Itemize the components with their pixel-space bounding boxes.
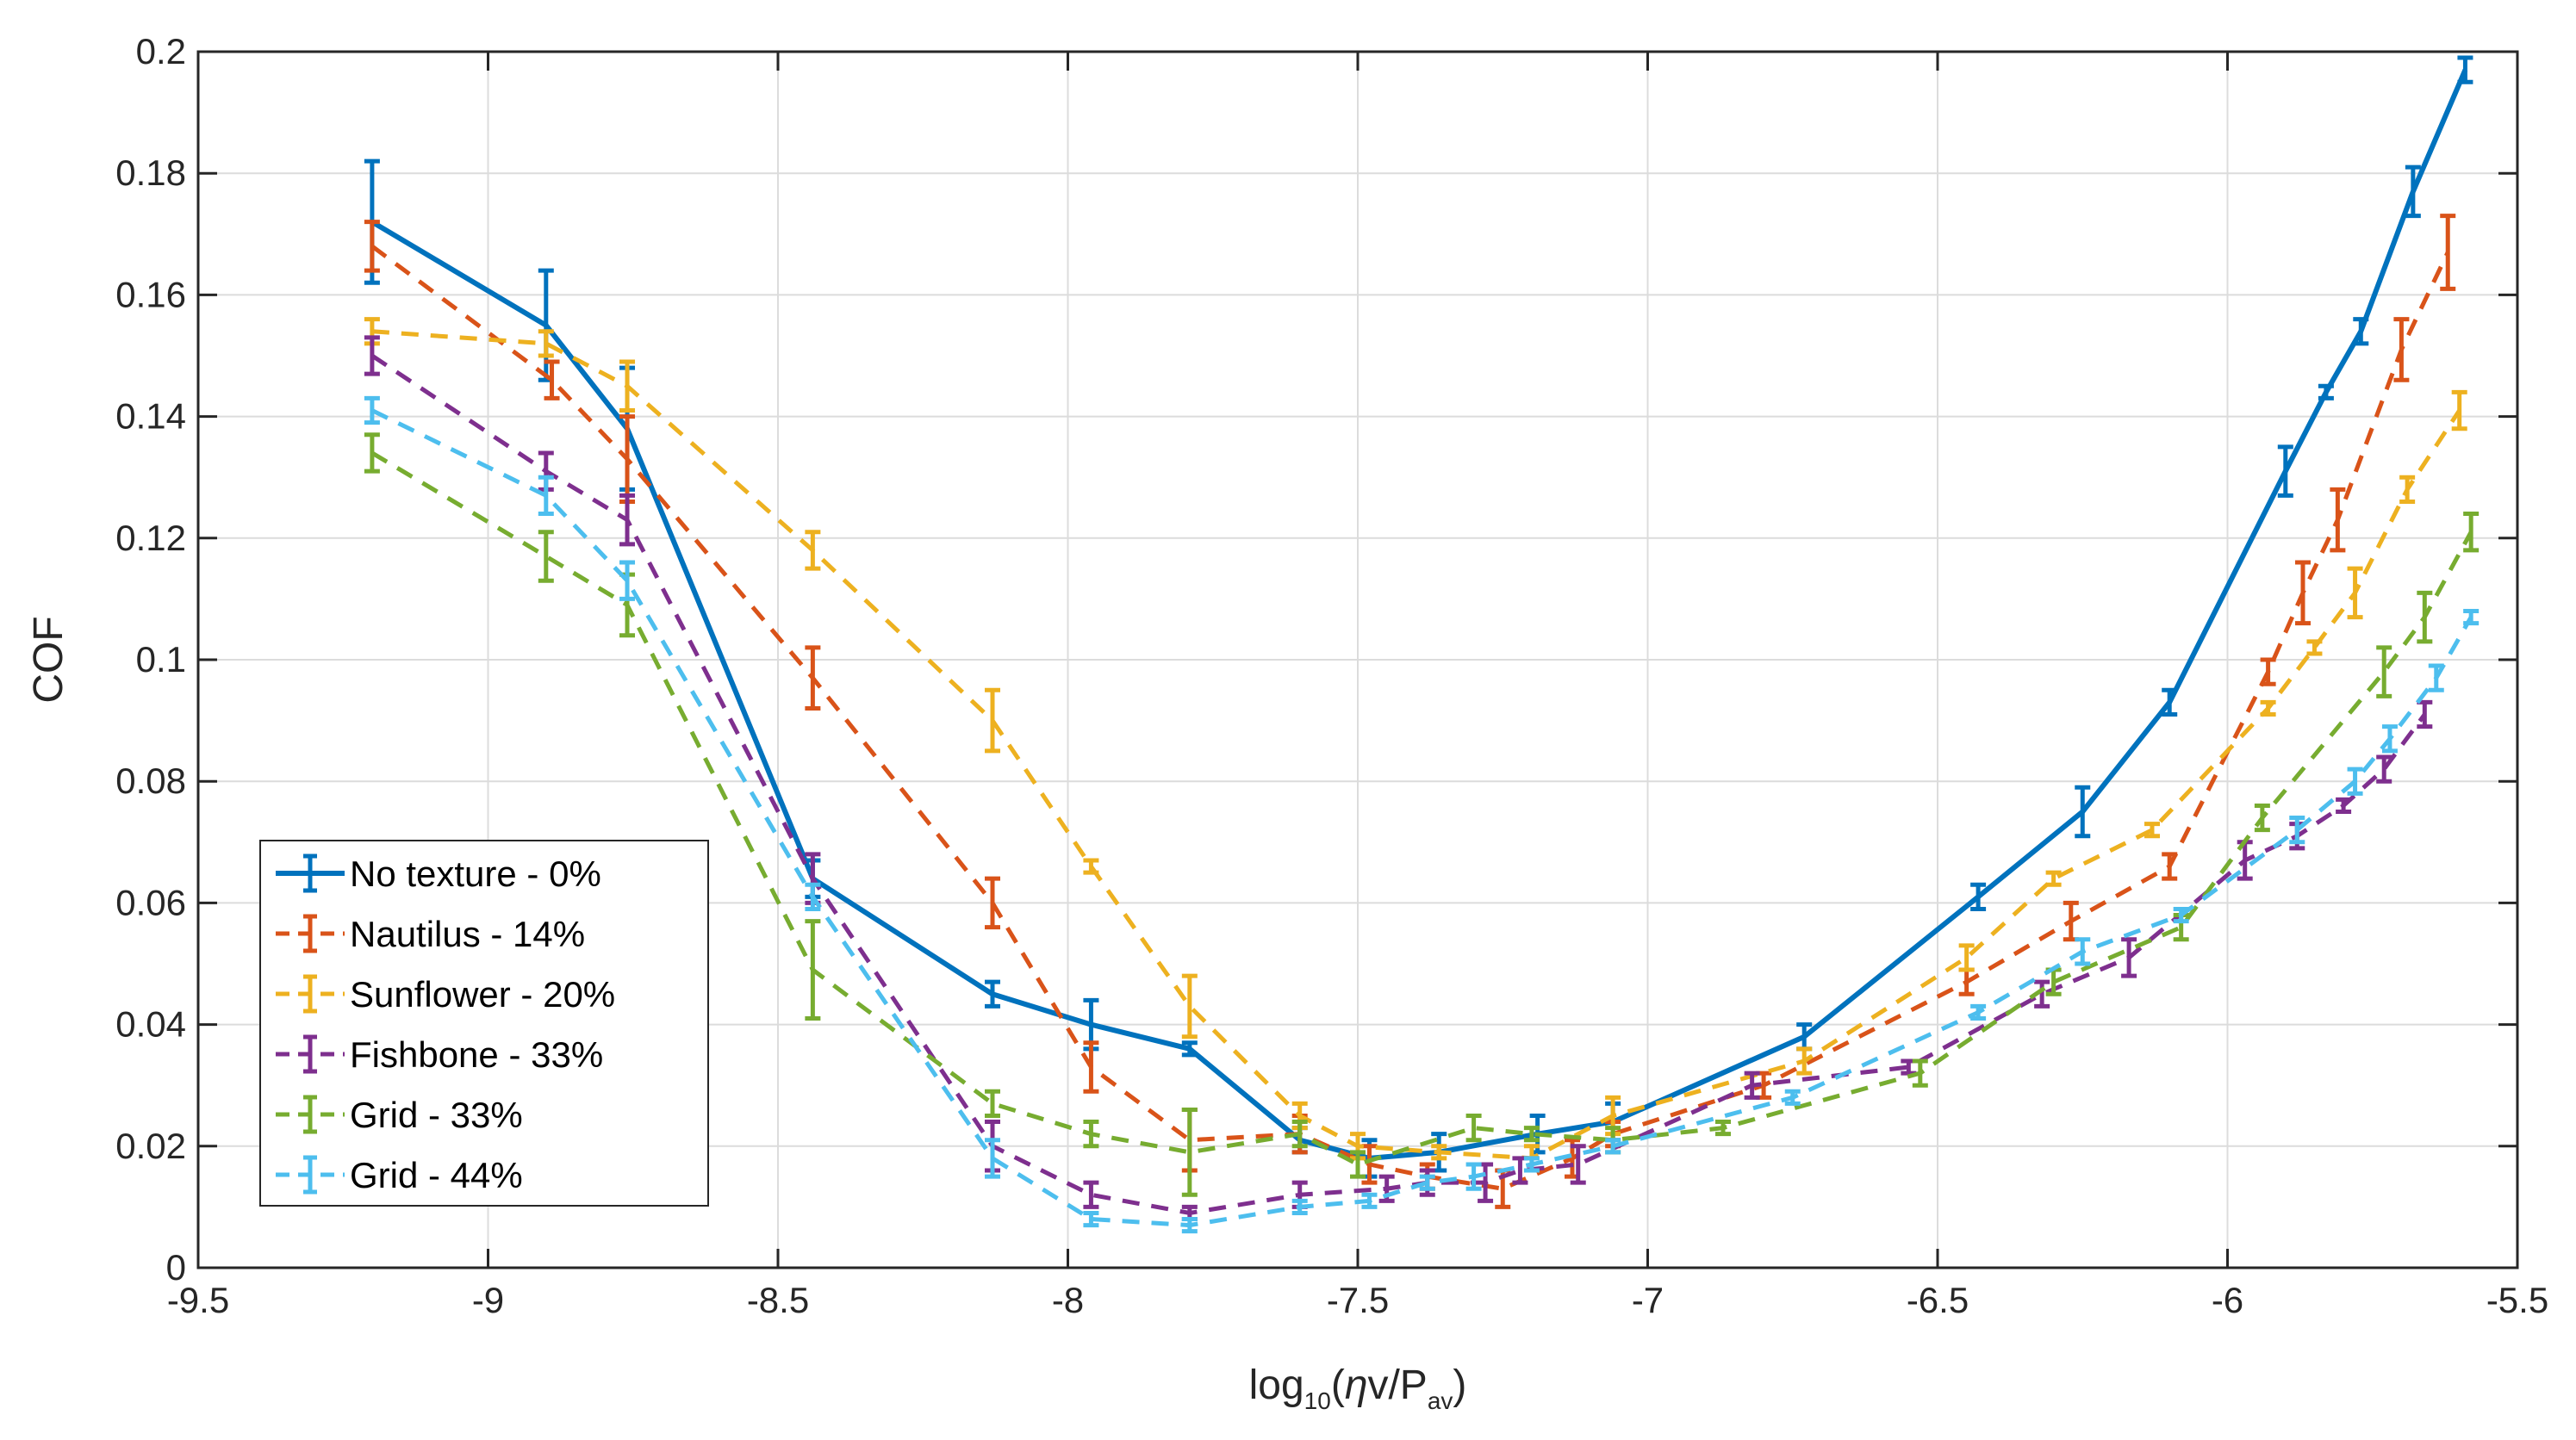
x-tick-label: -8.5 <box>747 1280 809 1320</box>
x-title-close-paren: ) <box>1453 1362 1466 1408</box>
y-axis-title: COF <box>26 616 72 703</box>
x-tick-label: -9.5 <box>167 1280 229 1320</box>
series-6 <box>364 395 2480 1234</box>
x-title-eta: η <box>1345 1362 1368 1408</box>
x-title-sub-10: 10 <box>1304 1387 1331 1414</box>
legend-item: Nautilus - 14% <box>276 914 585 954</box>
legend-label: Grid - 33% <box>350 1095 523 1135</box>
y-tick-label: 0.06 <box>115 882 186 922</box>
legend-label: Fishbone - 33% <box>350 1034 603 1075</box>
legend-item: No texture - 0% <box>276 853 601 894</box>
legend-item: Fishbone - 33% <box>276 1034 603 1075</box>
series-5 <box>364 432 2480 1197</box>
series-line <box>370 450 2473 1167</box>
y-tick-label: 0.2 <box>136 31 186 71</box>
x-axis-title: log10(ηv/Pav) <box>1249 1362 1467 1414</box>
y-tick-label: 0.18 <box>115 152 186 193</box>
legend-label: Nautilus - 14% <box>350 914 585 954</box>
legend-label: Grid - 44% <box>350 1155 523 1195</box>
series-group <box>364 55 2480 1234</box>
x-title-sub-av: av <box>1428 1387 1453 1414</box>
y-tick-label: 0.02 <box>115 1126 186 1166</box>
x-tick-label: -7 <box>1632 1280 1664 1320</box>
x-tick-label: -9 <box>472 1280 504 1320</box>
legend-item: Grid - 44% <box>276 1155 523 1195</box>
legend-item: Sunflower - 20% <box>276 974 615 1015</box>
legend-label: Sunflower - 20% <box>350 974 615 1015</box>
series-line <box>370 353 2427 1215</box>
x-tick-label: -6.5 <box>1907 1280 1969 1320</box>
x-tick-label: -7.5 <box>1327 1280 1389 1320</box>
legend: No texture - 0% Nautilus - 14% Sunflower -… <box>259 840 709 1207</box>
x-title-log: log <box>1249 1362 1304 1408</box>
y-tick-label: 0.16 <box>115 274 186 314</box>
x-title-open-paren: ( <box>1331 1362 1345 1408</box>
y-tick-label: 0 <box>166 1247 186 1288</box>
series-line <box>370 408 2473 1228</box>
series-line <box>370 244 2450 1191</box>
grid-lines <box>198 52 2517 1268</box>
x-tick-label: -8 <box>1052 1280 1084 1320</box>
y-tick-label: 0.14 <box>115 396 186 437</box>
axis-ticks: -9.5 -9 -8.5 -8 -7.5 -7 -6.5 -6 -5.5 0 0.02 0.04 0.0… <box>115 31 2548 1320</box>
x-tick-label: -6 <box>2212 1280 2243 1320</box>
x-title-mid: v/P <box>1367 1362 1427 1408</box>
legend-box <box>259 840 709 1207</box>
y-tick-label: 0.08 <box>115 760 186 801</box>
x-tick-label: -5.5 <box>2486 1280 2548 1320</box>
y-tick-label: 0.12 <box>115 518 186 558</box>
y-tick-label: 0.04 <box>115 1004 186 1045</box>
y-tick-label: 0.1 <box>136 639 186 680</box>
legend-label: No texture - 0% <box>350 853 601 894</box>
legend-item: Grid - 33% <box>276 1095 523 1135</box>
